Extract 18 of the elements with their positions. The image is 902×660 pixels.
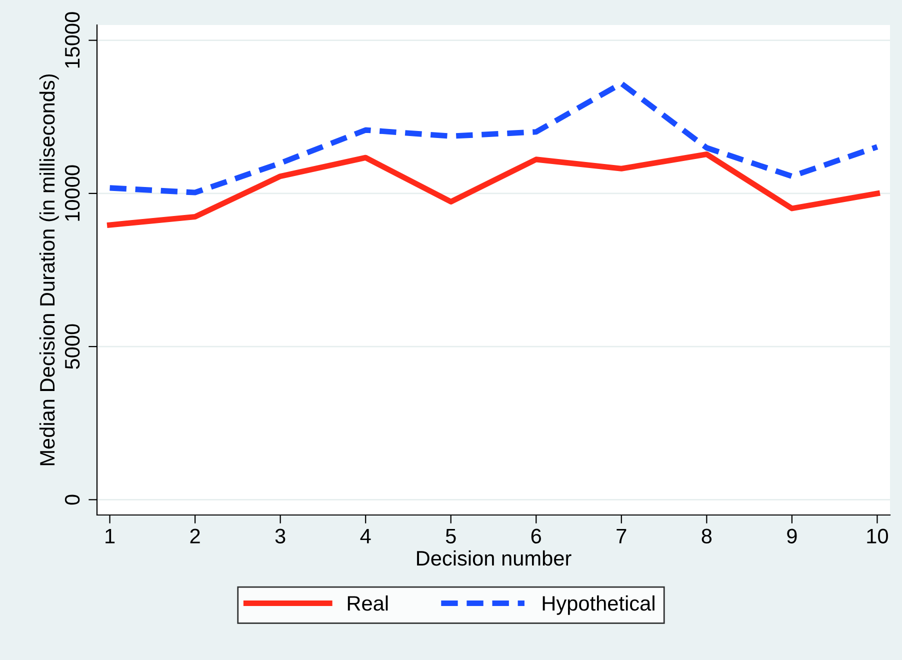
x-tick-label: 2 [190, 528, 200, 544]
x-tick-label: 6 [531, 528, 542, 544]
x-axis-title: Decision number [417, 550, 572, 566]
legend-label: Real [348, 595, 388, 611]
x-tick-label: 3 [275, 528, 286, 544]
x-tick-label: 5 [446, 528, 456, 544]
x-tick-label: 8 [702, 528, 712, 544]
y-tick-label: 10000 [64, 165, 80, 221]
y-tick-label: 15000 [64, 12, 80, 68]
y-tick-label: 0 [64, 494, 80, 505]
x-tick-label: 7 [616, 528, 626, 544]
x-tick-label: 10 [867, 528, 888, 544]
y-tick-label: 5000 [64, 324, 80, 369]
legend-label: Hypothetical [542, 595, 654, 615]
x-tick-label: 4 [360, 528, 371, 544]
x-tick-label: 9 [787, 528, 797, 544]
x-tick-label: 1 [106, 528, 115, 544]
y-axis-title: Median Decision Duration (in milliseconds) [39, 74, 59, 466]
